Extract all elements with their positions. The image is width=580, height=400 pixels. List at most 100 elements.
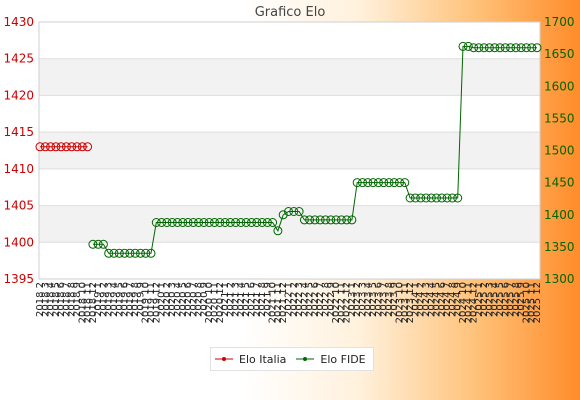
x-tick-label: 2020 1	[157, 282, 168, 317]
x-tick-label: 2023 9	[389, 282, 400, 317]
data-point-elo-fide	[252, 218, 262, 227]
x-tick-label: 2020 12	[215, 282, 226, 323]
x-tick-label: 2020 11	[209, 282, 220, 323]
x-tick-label: 2023 11	[400, 282, 411, 323]
y-left-tick-label: 1420	[3, 88, 34, 102]
data-point-elo-fide	[389, 178, 399, 188]
x-tick-label: 2024 5	[432, 282, 443, 317]
plot-band	[39, 95, 540, 133]
x-tick-label: 2024 7	[442, 282, 453, 317]
data-point-elo-fide	[352, 178, 362, 188]
data-point-elo-fide	[358, 178, 367, 188]
x-tick-label: 2021 1	[220, 282, 231, 317]
x-tick-label: 2019 2	[98, 282, 109, 317]
plot-band	[39, 242, 540, 279]
x-tick-label: 2020 5	[178, 282, 189, 317]
x-tick-label: 2020 7	[188, 282, 199, 317]
y-left-tick-label: 1425	[3, 52, 34, 66]
x-tick-label: 2024 4	[426, 282, 437, 317]
legend-item-elo-italia: Elo Italia	[215, 353, 286, 366]
x-tick-label: 2022 12	[342, 282, 353, 323]
x-tick-label: 2022 4	[299, 282, 310, 317]
data-point-elo-fide	[426, 193, 436, 203]
x-tick-label: 2021 9	[262, 282, 273, 317]
x-tick-label: 2025 12	[532, 282, 543, 323]
x-tick-label: 2024 12	[469, 282, 480, 323]
data-point-elo-fide	[289, 207, 299, 216]
x-tick-label: 2024 10	[458, 282, 469, 323]
x-tick-label: 2022 8	[321, 282, 332, 317]
data-point-elo-fide	[463, 41, 473, 51]
x-tick-label: 2022 1	[284, 282, 295, 317]
data-point-elo-fide	[469, 43, 479, 53]
data-point-elo-fide	[93, 239, 103, 249]
x-tick-label: 2025 1	[474, 282, 485, 317]
data-point-elo-fide	[257, 218, 267, 227]
x-tick-label: 2019 7	[125, 282, 136, 317]
data-point-elo-italia	[51, 142, 61, 152]
x-tick-label: 2021 8	[257, 282, 268, 317]
data-point-elo-fide	[146, 248, 156, 258]
x-tick-label: 2023 5	[368, 282, 379, 317]
x-tick-label: 2019 12	[151, 282, 162, 323]
x-tick-label: 2023 1	[347, 282, 358, 317]
x-tick-label: 2020 9	[199, 282, 210, 317]
data-point-elo-fide	[400, 178, 410, 188]
x-tick-label: 2019 4	[109, 282, 120, 317]
x-tick-label: 2023 2	[352, 282, 363, 317]
x-tick-label: 2020 6	[183, 282, 194, 317]
y-right-tick-label: 1300	[544, 272, 575, 286]
x-tick-label: 2018 11	[83, 282, 94, 323]
data-point-elo-fide	[273, 226, 283, 236]
x-tick-label: 2018 6	[56, 282, 67, 317]
data-point-elo-fide	[474, 43, 484, 53]
legend-marker-elo-italia	[215, 357, 233, 361]
x-tick-label: 2019 5	[114, 282, 125, 317]
y-left-tick-label: 1405	[3, 199, 34, 213]
x-tick-label: 2025 4	[490, 282, 501, 317]
x-tick-label: 2023 3	[358, 282, 369, 317]
x-tick-label: 2024 9	[453, 282, 464, 317]
data-point-elo-fide	[479, 43, 489, 53]
legend-marker-elo-fide	[296, 357, 315, 361]
x-tick-label: 2024 8	[447, 282, 458, 317]
y-right-tick-label: 1400	[544, 208, 575, 222]
data-point-elo-fide	[363, 178, 373, 188]
data-point-elo-fide	[120, 248, 130, 258]
x-tick-label: 2024 3	[421, 282, 432, 317]
data-point-elo-fide	[236, 218, 246, 227]
data-point-elo-fide	[395, 178, 404, 188]
x-tick-label: 2025 8	[511, 282, 522, 317]
data-point-elo-fide	[284, 207, 293, 216]
x-tick-label: 2021 11	[273, 282, 284, 323]
x-tick-label: 2018 8	[67, 282, 78, 317]
data-point-elo-italia	[67, 142, 77, 152]
data-point-elo-fide	[278, 210, 288, 220]
data-point-elo-fide	[241, 218, 251, 227]
data-point-elo-fide	[453, 193, 463, 203]
data-point-elo-fide	[484, 43, 494, 53]
data-point-elo-italia	[72, 142, 82, 152]
data-point-elo-fide	[447, 193, 457, 203]
data-point-elo-fide	[173, 218, 182, 227]
data-point-elo-fide	[416, 193, 426, 203]
x-tick-label: 2022 2	[289, 282, 300, 317]
x-tick-label: 2021 10	[268, 282, 279, 323]
y-right-tick-label: 1450	[544, 176, 575, 190]
data-point-elo-fide	[151, 218, 161, 227]
x-tick-label: 2023 8	[384, 282, 395, 317]
data-point-elo-fide	[188, 218, 198, 227]
data-point-elo-fide	[532, 43, 542, 53]
data-point-elo-fide	[490, 43, 500, 53]
x-tick-label: 2023 6	[373, 282, 384, 317]
x-tick-label: 2022 11	[336, 282, 347, 323]
data-point-elo-italia	[35, 142, 45, 152]
data-point-elo-fide	[162, 218, 172, 227]
x-tick-label: 2024 11	[463, 282, 474, 323]
x-tick-label: 2019 8	[130, 282, 141, 317]
y-right-tick-label: 1550	[544, 111, 575, 125]
data-point-elo-fide	[368, 178, 378, 188]
data-point-elo-fide	[437, 193, 447, 203]
x-tick-label: 2018 12	[88, 282, 99, 323]
